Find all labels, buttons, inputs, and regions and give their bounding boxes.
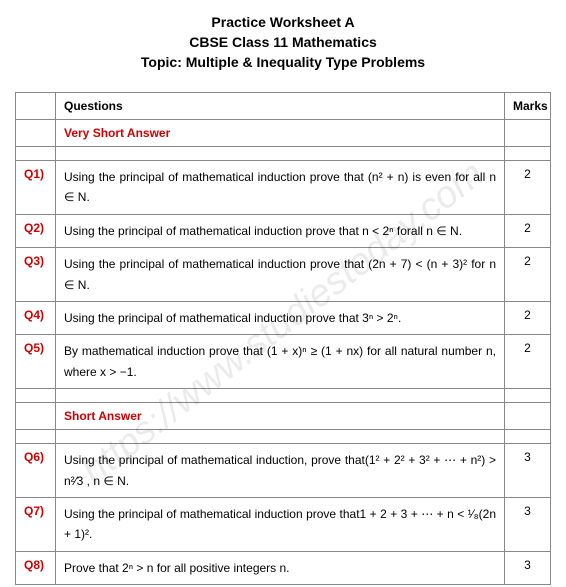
- qnum: Q2): [16, 214, 56, 247]
- spacer-row: [16, 430, 551, 444]
- marks-cell: 2: [505, 335, 551, 389]
- marks-cell: 2: [505, 214, 551, 247]
- question-text: Using the principal of mathematical indu…: [56, 214, 505, 247]
- header-questions: Questions: [56, 93, 505, 120]
- question-text: Using the principal of mathematical indu…: [56, 301, 505, 334]
- header-line1: Practice Worksheet A: [0, 14, 566, 30]
- qnum: Q4): [16, 301, 56, 334]
- header-marks: Marks: [505, 93, 551, 120]
- question-text: Using the principal of mathematical indu…: [56, 444, 505, 498]
- table-header-row: Questions Marks: [16, 93, 551, 120]
- qnum: Q6): [16, 444, 56, 498]
- question-text: Using the principal of mathematical indu…: [56, 161, 505, 215]
- question-text: By mathematical induction prove that (1 …: [56, 335, 505, 389]
- table-row: Q2) Using the principal of mathematical …: [16, 214, 551, 247]
- section-row-sa: Short Answer: [16, 403, 551, 430]
- marks-cell: 2: [505, 301, 551, 334]
- question-text: Prove that 2ⁿ > n for all positive integ…: [56, 551, 505, 584]
- marks-cell: 2: [505, 248, 551, 302]
- table-row: Q1) Using the principal of mathematical …: [16, 161, 551, 215]
- header-line2: CBSE Class 11 Mathematics: [0, 34, 566, 50]
- qnum: Q8): [16, 551, 56, 584]
- table-row: Q4) Using the principal of mathematical …: [16, 301, 551, 334]
- table-row: Q3) Using the principal of mathematical …: [16, 248, 551, 302]
- worksheet-header: Practice Worksheet A CBSE Class 11 Mathe…: [0, 0, 566, 84]
- questions-table: Questions Marks Very Short Answer Q1) Us…: [15, 92, 551, 585]
- qnum: Q1): [16, 161, 56, 215]
- table-row: Q7) Using the principal of mathematical …: [16, 497, 551, 551]
- table-row: Q5) By mathematical induction prove that…: [16, 335, 551, 389]
- question-text: Using the principal of mathematical indu…: [56, 497, 505, 551]
- spacer-row: [16, 147, 551, 161]
- marks-cell: 2: [505, 161, 551, 215]
- table-row: Q6) Using the principal of mathematical …: [16, 444, 551, 498]
- marks-cell: 3: [505, 497, 551, 551]
- table-row: Q8) Prove that 2ⁿ > n for all positive i…: [16, 551, 551, 584]
- qnum: Q3): [16, 248, 56, 302]
- spacer-row: [16, 389, 551, 403]
- section-sa-label: Short Answer: [56, 403, 505, 430]
- question-text: Using the principal of mathematical indu…: [56, 248, 505, 302]
- qnum: Q5): [16, 335, 56, 389]
- header-blank: [16, 93, 56, 120]
- section-row-vsa: Very Short Answer: [16, 120, 551, 147]
- header-line3: Topic: Multiple & Inequality Type Proble…: [0, 54, 566, 70]
- qnum: Q7): [16, 497, 56, 551]
- marks-cell: 3: [505, 444, 551, 498]
- marks-cell: 3: [505, 551, 551, 584]
- section-vsa-label: Very Short Answer: [56, 120, 505, 147]
